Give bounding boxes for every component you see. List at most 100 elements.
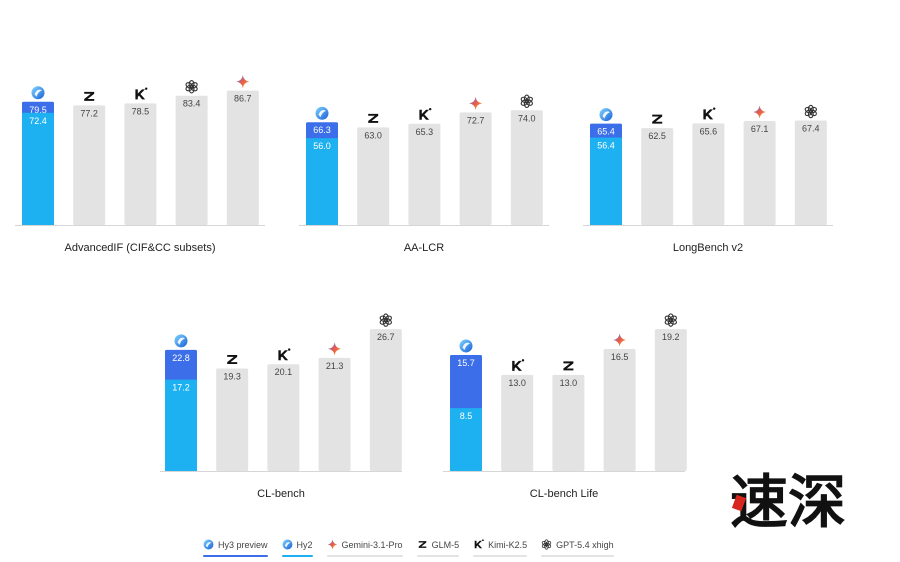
openai-icon (804, 104, 817, 119)
bar-gemini-3-1-pro (318, 357, 351, 471)
legend-label: Gemini-3.1-Pro (341, 539, 403, 550)
bar-value-label: 83.4 (183, 99, 201, 109)
legend-label: GPT-5.4 xhigh (556, 539, 614, 550)
bar-glm-5 (641, 128, 674, 225)
bar-gemini-3-1-pro (459, 112, 492, 225)
legend-item: Kimi-K2.5 (473, 538, 528, 557)
bar-hy2 (22, 112, 54, 225)
bar-value-label: 56.4 (597, 141, 615, 151)
openai-icon (541, 539, 552, 550)
bar-glm-5 (216, 368, 249, 471)
bar-value-label: 19.3 (223, 371, 241, 381)
bar-value-label: 77.2 (80, 108, 98, 118)
hy-icon (459, 339, 473, 353)
chart-4: 22.8 17.2 19.3 20.1 21.3 26.7 CL-bench (160, 313, 402, 500)
legend-item: Hy3 preview (203, 538, 268, 557)
legend-label: GLM-5 (431, 539, 460, 550)
gemini-icon (236, 75, 250, 89)
bar-kimi-k2-5 (267, 364, 300, 471)
bar-value-label: 63.0 (364, 130, 382, 140)
chart-2: 66.3 56.0 63.0 65.3 72.7 74.0 AA-LCR (299, 94, 549, 254)
bar-value-label: 17.2 (172, 383, 190, 393)
chart-3: 65.4 56.4 62.5 65.6 67.1 67.4 LongBench v2 (583, 104, 833, 254)
hy-icon (174, 334, 188, 348)
bar-value-label: 56.0 (313, 141, 331, 151)
bar-kimi-k2-5 (124, 103, 157, 225)
k-icon (419, 107, 432, 120)
legend-swatch (416, 555, 460, 557)
gemini-icon (469, 96, 483, 110)
bar-value-label: 20.1 (275, 367, 293, 377)
openai-icon (379, 313, 392, 327)
legend-label: Kimi-K2.5 (488, 539, 528, 550)
chart-title: CL-bench Life (530, 488, 599, 500)
bar-gpt-5-4-xhigh (369, 329, 402, 471)
legend-label: Hy2 (296, 539, 313, 550)
bar-kimi-k2-5 (408, 123, 441, 225)
legend-swatch (281, 555, 313, 557)
bar-value-label: 67.4 (802, 124, 820, 134)
chart-5: 15.7 8.5 13.0 13.0 16.5 19.2 CL-bench Life (443, 313, 687, 500)
z-icon (418, 541, 426, 548)
legend-label: Hy3 preview (218, 539, 268, 550)
chart-1: 79.572.4 77.2 78.5 83.4 86.7 AdvancedIF (CIF&… (15, 75, 265, 254)
bar-hy2 (306, 138, 338, 225)
bar-gemini-3-1-pro (603, 349, 636, 471)
bar-gemini-3-1-pro (743, 120, 776, 225)
bar-value-label: 62.5 (648, 131, 666, 141)
hy-icon (282, 539, 292, 550)
bar-hy2 (165, 379, 197, 471)
bar-value-label: 13.0 (560, 378, 578, 388)
chart-title: AdvancedIF (CIF&CC subsets) (65, 242, 216, 254)
hy-icon (203, 539, 214, 550)
legend-swatch (326, 555, 403, 557)
bar-value-label: 67.1 (751, 124, 769, 134)
z-icon (227, 354, 238, 364)
bar-hy2 (590, 137, 622, 225)
bar-value-label: 65.3 (416, 127, 434, 137)
bar-value-label: 86.7 (234, 94, 252, 104)
openai-icon (520, 94, 533, 109)
k-icon (703, 107, 716, 120)
k-icon (474, 539, 484, 549)
hy-icon (315, 106, 329, 120)
bar-value-label: 79.5 (29, 105, 47, 115)
bar-glm-5 (73, 105, 106, 225)
bar-glm-5 (357, 127, 390, 225)
gemini-icon (613, 333, 627, 347)
bar-kimi-k2-5 (501, 374, 534, 471)
bar-gpt-5-4-xhigh (794, 120, 827, 225)
chart-title: AA-LCR (404, 242, 444, 254)
bar-value-label: 26.7 (377, 332, 395, 342)
openai-icon (185, 79, 198, 94)
bar-value-label: 66.3 (313, 125, 331, 135)
bar-value-label: 72.7 (467, 115, 485, 125)
bar-value-label: 74.0 (518, 113, 536, 123)
gemini-icon (753, 105, 767, 119)
legend: Hy3 preview Hy2 Gemini-3.1-Pro GLM-5 Kimi-K2… (203, 538, 614, 557)
k-icon (278, 348, 291, 361)
chart-title: LongBench v2 (673, 242, 743, 254)
legend-item: Gemini-3.1-Pro (326, 538, 403, 557)
bar-hy2 (450, 408, 482, 471)
legend-swatch (473, 555, 528, 557)
openai-icon (664, 313, 677, 327)
legend-swatch (203, 555, 268, 557)
legend-swatch (541, 555, 614, 557)
z-icon (563, 361, 574, 371)
chart-title: CL-bench (257, 488, 305, 500)
bar-gpt-5-4-xhigh (654, 329, 687, 471)
bar-value-label: 15.7 (457, 358, 475, 368)
watermark-stamp: 速深 (730, 468, 846, 532)
z-icon (652, 114, 663, 124)
legend-item: GPT-5.4 xhigh (541, 538, 614, 557)
bar-gpt-5-4-xhigh (510, 110, 543, 225)
bar-value-label: 22.8 (172, 353, 190, 363)
gemini-icon (328, 342, 342, 356)
bar-value-label: 65.4 (597, 127, 615, 137)
z-icon (84, 91, 95, 101)
bar-value-label: 72.4 (29, 116, 47, 126)
bar-value-label: 19.2 (662, 332, 680, 342)
bar-value-label: 78.5 (132, 106, 150, 116)
bar-value-label: 8.5 (460, 411, 473, 421)
